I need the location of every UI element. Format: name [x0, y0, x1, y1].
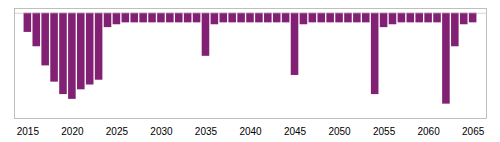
- svg-text:2055: 2055: [373, 126, 396, 137]
- svg-text:2020: 2020: [61, 126, 84, 137]
- svg-text:2030: 2030: [150, 126, 173, 137]
- svg-text:2060: 2060: [417, 126, 440, 137]
- svg-text:2045: 2045: [284, 126, 307, 137]
- svg-text:2040: 2040: [239, 126, 262, 137]
- svg-text:2015: 2015: [17, 126, 40, 137]
- svg-text:2025: 2025: [106, 126, 129, 137]
- svg-text:2035: 2035: [195, 126, 218, 137]
- svg-text:2050: 2050: [328, 126, 351, 137]
- svg-text:2065: 2065: [462, 126, 485, 137]
